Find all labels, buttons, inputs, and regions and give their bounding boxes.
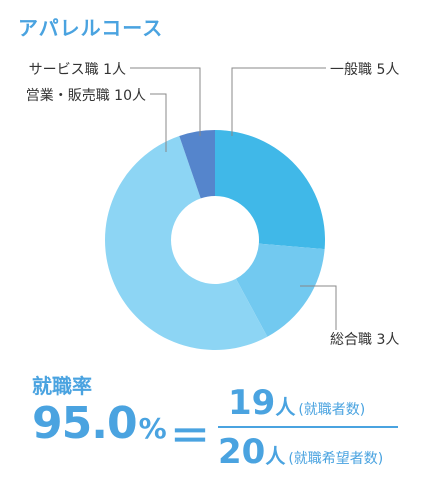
slice-1 xyxy=(235,243,325,337)
fraction-numerator: 19人 (就職者数) xyxy=(228,383,365,423)
employed-unit: 人 xyxy=(275,395,296,419)
slice-label-2: 営業・販売職 10人 xyxy=(26,88,146,104)
rate-number: 95.0 xyxy=(32,398,138,449)
employment-rate-value: 95.0% xyxy=(32,398,167,449)
slice-3 xyxy=(179,130,215,199)
leader-line-0 xyxy=(231,67,326,136)
fraction-denominator: 20人 (就職希望者数) xyxy=(218,432,383,472)
employment-rate-label: 就職率 xyxy=(32,374,92,398)
slice-label-3: サービス職 1人 xyxy=(29,62,126,78)
applicants-unit: 人 xyxy=(265,444,286,468)
employed-count: 19 xyxy=(228,383,276,423)
leader-line-3 xyxy=(130,67,201,136)
course-title: アパレルコース xyxy=(18,16,164,40)
equals-sign: ＝ xyxy=(170,414,210,460)
leader-line-1 xyxy=(300,285,337,330)
leader-line-2 xyxy=(150,93,167,152)
slice-label-1: 総合職 3人 xyxy=(330,332,399,348)
slice-0 xyxy=(215,130,326,250)
fraction-line xyxy=(218,426,398,428)
applicants-note: (就職希望者数) xyxy=(288,451,384,467)
slice-2 xyxy=(105,135,268,350)
rate-unit: % xyxy=(138,412,167,445)
slice-label-0: 一般職 5人 xyxy=(330,62,399,78)
applicants-count: 20 xyxy=(218,432,266,472)
employed-note: (就職者数) xyxy=(298,402,366,418)
